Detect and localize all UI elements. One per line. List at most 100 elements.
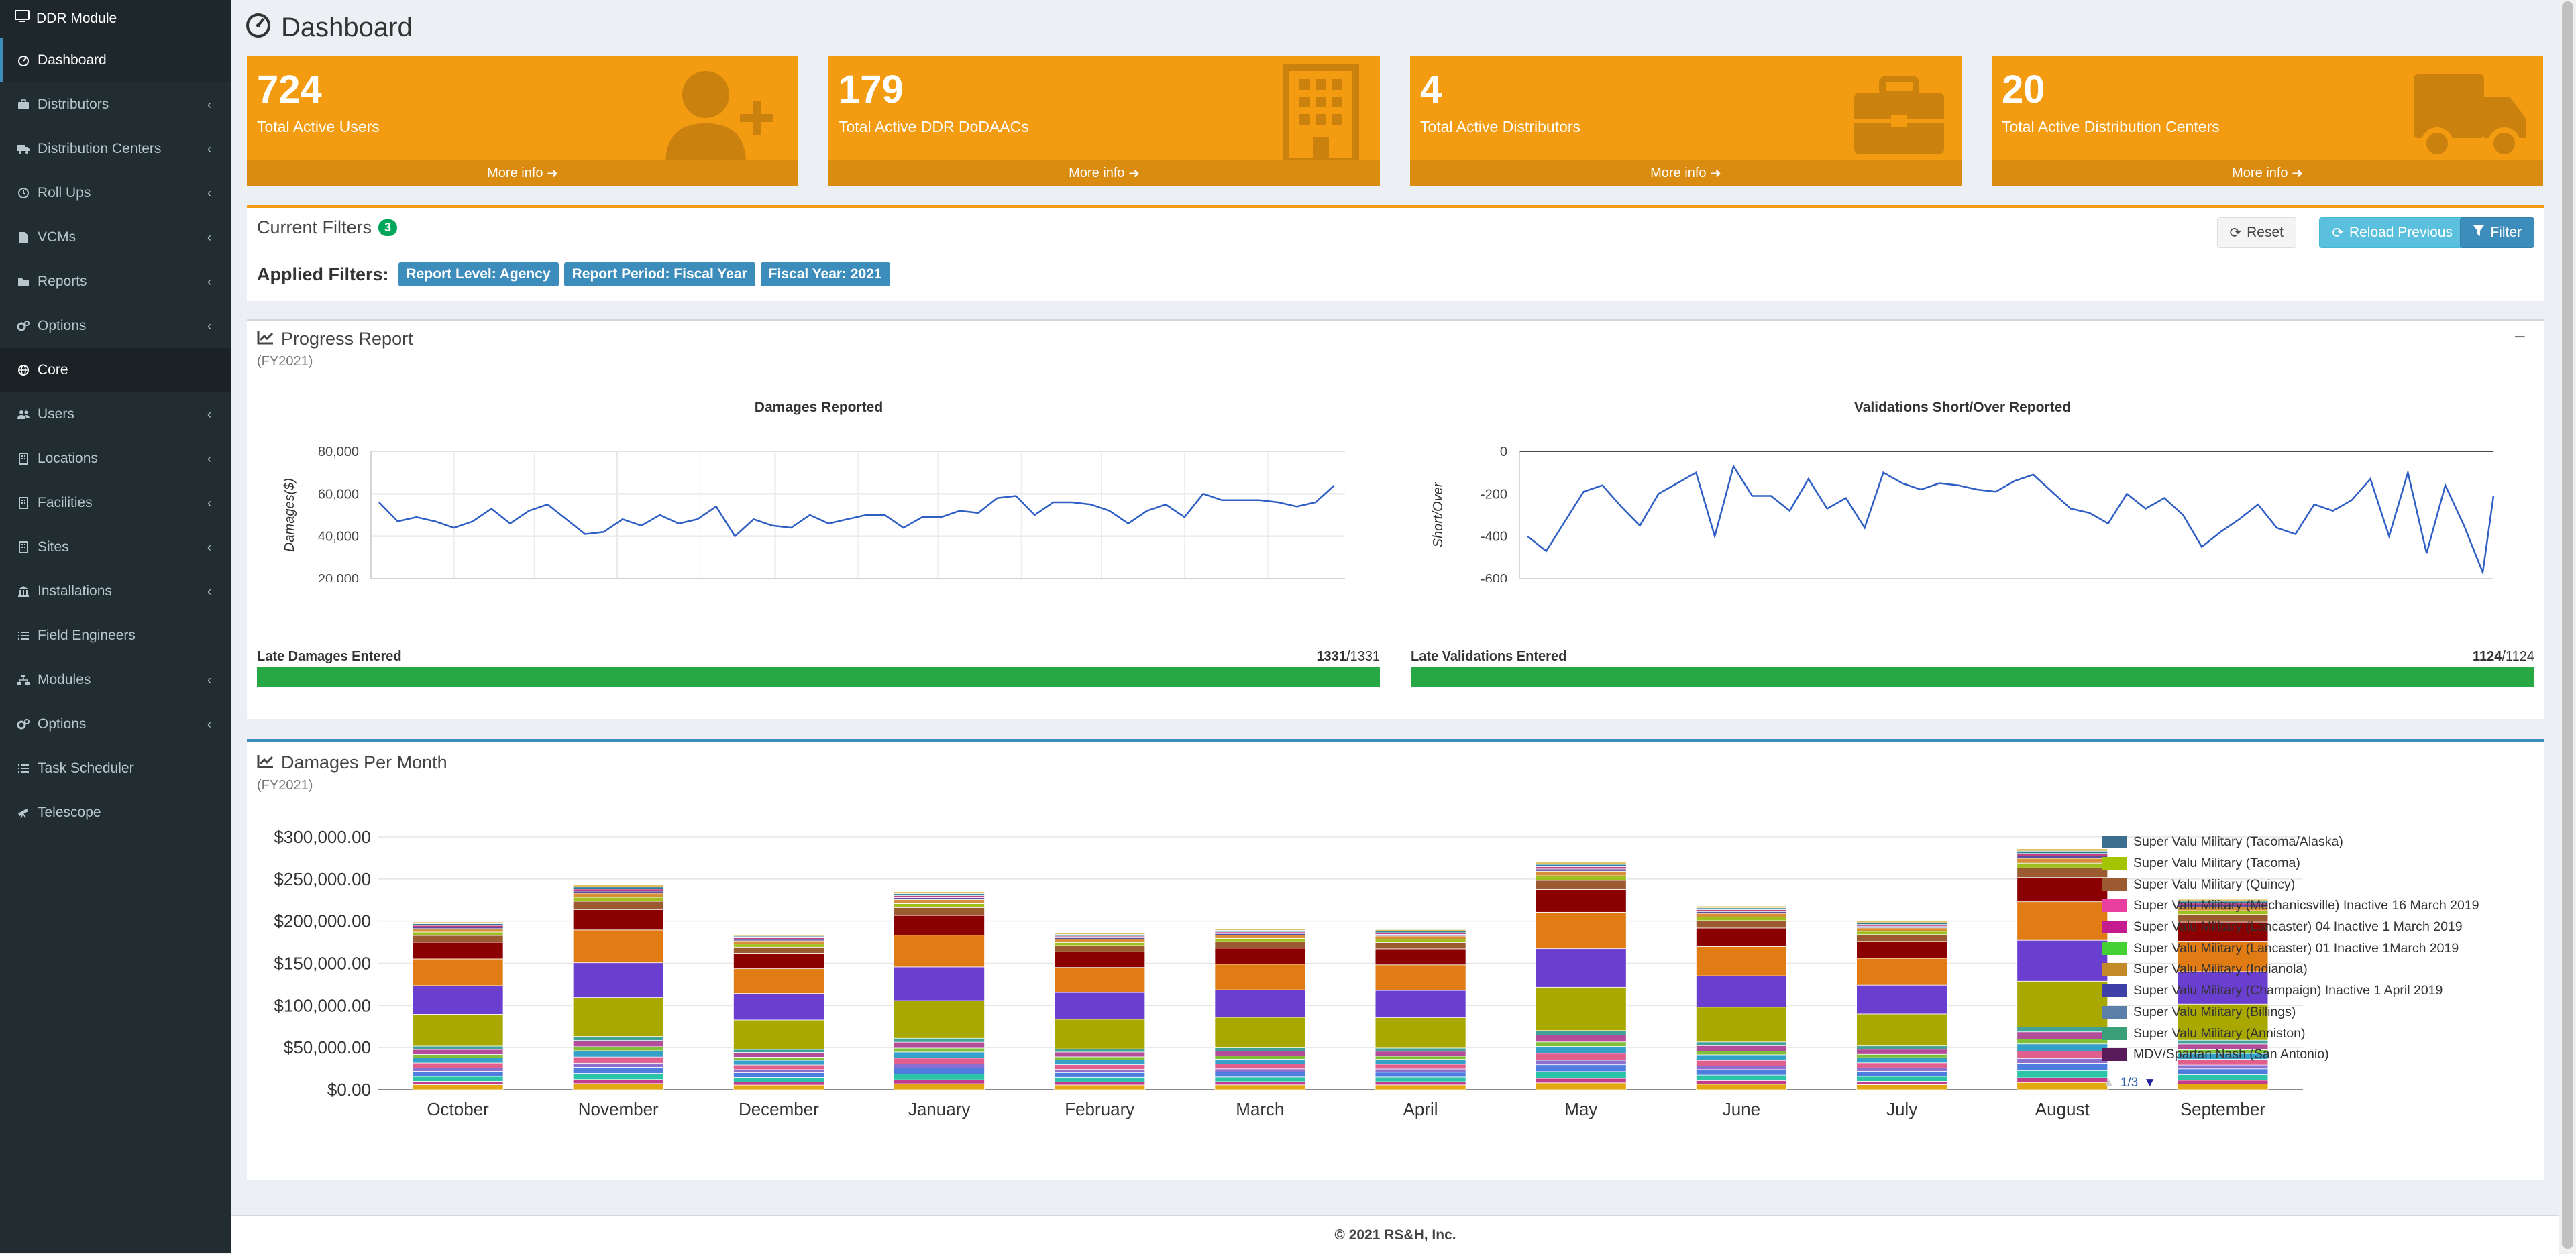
sidebar-item-label: Distributors (38, 97, 109, 112)
sidebar-item-options[interactable]: Options ‹ (0, 702, 231, 746)
sidebar-item-label: Installations (38, 583, 112, 599)
y-tick-label: -200 (1481, 487, 1507, 502)
bar-segment (2017, 1031, 2108, 1039)
bar-segment (733, 968, 824, 994)
bar-segment (894, 1051, 985, 1059)
more-info-link[interactable]: More info ➜ (247, 160, 798, 186)
legend-item[interactable]: Super Valu Military (Billings) (2102, 1002, 2479, 1023)
bar-segment (572, 901, 664, 910)
more-info-link[interactable]: More info ➜ (828, 160, 1380, 186)
bar-segment (1375, 929, 1466, 932)
legend-item[interactable]: MDV/Spartan Nash (San Antonio) (2102, 1044, 2479, 1066)
gears-icon (15, 718, 32, 730)
filter-tag[interactable]: Report Period: Fiscal Year (564, 262, 755, 286)
legend-item[interactable]: Super Valu Military (Lancaster) 04 Inact… (2102, 917, 2479, 938)
bar-segment (1375, 1056, 1466, 1060)
bar-segment (1375, 935, 1466, 939)
bar-segment (572, 1062, 664, 1068)
bar-segment (1214, 937, 1306, 942)
sidebar-item-distribution-centers[interactable]: Distribution Centers ‹ (0, 127, 231, 171)
bar-segment (733, 1077, 824, 1082)
bar-segment (894, 1058, 985, 1065)
bar-segment (572, 962, 664, 998)
more-info-link[interactable]: More info ➜ (1410, 160, 1962, 186)
bar-stack (1054, 932, 1146, 1090)
damages-title-text: Damages Per Month (281, 752, 447, 773)
legend-item[interactable]: Super Valu Military (Tacoma/Alaska) (2102, 832, 2479, 853)
sidebar-item-task-scheduler[interactable]: Task Scheduler (0, 746, 231, 791)
bar-segment (412, 1062, 504, 1068)
legend-item[interactable]: Super Valu Military (Indianola) (2102, 959, 2479, 980)
sidebar-item-field-engineers[interactable]: Field Engineers (0, 614, 231, 658)
sidebar-item-options[interactable]: Options ‹ (0, 304, 231, 348)
legend-item[interactable]: Super Valu Military (Champaign) Inactive… (2102, 980, 2479, 1002)
bar-segment (2177, 1064, 2269, 1070)
bar-stack (1535, 862, 1627, 1090)
legend-item[interactable]: Super Valu Military (Quincy) (2102, 874, 2479, 895)
sidebar-item-installations[interactable]: Installations ‹ (0, 569, 231, 614)
reload-previous-button[interactable]: ⟳ Reload Previous (2319, 217, 2465, 248)
sidebar-item-dashboard[interactable]: Dashboard (0, 38, 231, 82)
sidebar-item-users[interactable]: Users ‹ (0, 392, 231, 437)
bar-segment (1856, 1013, 1947, 1047)
progress-fill (257, 667, 1380, 687)
sidebar-item-label: Options (38, 716, 87, 732)
legend-next-arrow[interactable]: ▼ (2143, 1076, 2157, 1090)
legend-item[interactable]: Super Valu Military (Anniston) (2102, 1023, 2479, 1044)
sidebar-item-reports[interactable]: Reports ‹ (0, 260, 231, 304)
scrollbar[interactable] (2559, 0, 2576, 1253)
sidebar-item-facilities[interactable]: Facilities ‹ (0, 481, 231, 525)
y-tick-label: $200,000.00 (274, 911, 371, 931)
bar-segment (1696, 1084, 1787, 1090)
bar-segment (2017, 877, 2108, 903)
sidebar-item-sites[interactable]: Sites ‹ (0, 525, 231, 569)
sidebar-item-vcms[interactable]: VCMs ‹ (0, 215, 231, 260)
x-tick-label: May (1564, 1099, 1597, 1119)
sidebar-item-label: Roll Ups (38, 185, 91, 201)
sidebar-item-locations[interactable]: Locations ‹ (0, 437, 231, 481)
sidebar-item-modules[interactable]: Modules ‹ (0, 658, 231, 702)
monitor-icon (15, 10, 30, 27)
bar-segment (894, 1068, 985, 1074)
y-tick-label: $50,000.00 (284, 1037, 371, 1058)
bar-segment (1375, 964, 1466, 991)
bar-segment (412, 928, 504, 933)
bar-segment (894, 915, 985, 936)
sidebar-item-roll-ups[interactable]: Roll Ups ‹ (0, 171, 231, 215)
sidebar-item-core[interactable]: Core (0, 348, 231, 392)
filter-tag[interactable]: Report Level: Agency (398, 262, 559, 286)
bar-segment (1054, 1060, 1146, 1066)
bar-segment (1696, 1060, 1787, 1066)
chart-legend: Super Valu Military (Tacoma/Alaska) Super… (2102, 832, 2479, 1066)
brand[interactable]: DDR Module (0, 0, 231, 38)
bar-segment (1214, 1072, 1306, 1078)
legend-label: Super Valu Military (Tacoma) (2133, 856, 2300, 871)
clock-icon (15, 187, 32, 199)
reset-button[interactable]: ⟳ Reset (2216, 217, 2296, 248)
scrollbar-thumb[interactable] (2562, 1, 2573, 1249)
collapse-button[interactable]: − (2514, 326, 2526, 348)
legend-swatch (2102, 963, 2127, 976)
bar-stack (1375, 929, 1466, 1090)
legend-item[interactable]: Super Valu Military (Lancaster) 01 Inact… (2102, 937, 2479, 959)
bar-segment (894, 1073, 985, 1080)
bar-segment (2017, 939, 2108, 982)
bar-segment (1856, 1084, 1947, 1090)
late-validations-count: 1124/1124 (2473, 649, 2534, 664)
bar-segment (1214, 935, 1306, 939)
legend-item[interactable]: Super Valu Military (Tacoma) (2102, 853, 2479, 874)
x-tick-label: June (1723, 1099, 1760, 1119)
filter-button[interactable]: Filter (2460, 217, 2534, 248)
filter-tag[interactable]: Fiscal Year: 2021 (760, 262, 890, 286)
bar-segment (2017, 980, 2108, 1027)
bar-segment (1054, 1019, 1146, 1049)
legend-item[interactable]: Super Valu Military (Mechanicsville) Ina… (2102, 895, 2479, 917)
line-chart-icon (257, 329, 274, 349)
bar-segment (733, 1064, 824, 1070)
sidebar-item-telescope[interactable]: Telescope (0, 791, 231, 835)
legend-prev-arrow[interactable]: ▲ (2102, 1076, 2115, 1090)
sidebar-item-distributors[interactable]: Distributors ‹ (0, 82, 231, 127)
more-info-link[interactable]: More info ➜ (1992, 160, 2543, 186)
bar-segment (412, 1045, 504, 1050)
y-tick-label: 20,000 (318, 572, 359, 582)
